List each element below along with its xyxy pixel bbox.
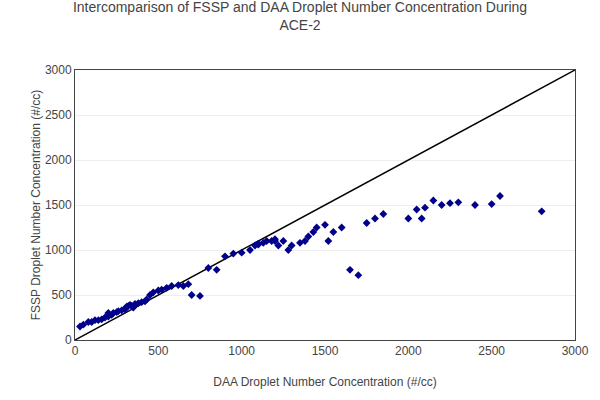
svg-text:500: 500 bbox=[148, 344, 168, 358]
svg-text:3000: 3000 bbox=[562, 344, 589, 358]
svg-text:0: 0 bbox=[65, 333, 72, 347]
svg-text:3000: 3000 bbox=[45, 63, 72, 77]
svg-text:1000: 1000 bbox=[228, 344, 255, 358]
svg-text:1000: 1000 bbox=[45, 243, 72, 257]
svg-text:2500: 2500 bbox=[45, 108, 72, 122]
svg-text:FSSP Droplet Number Concentrat: FSSP Droplet Number Concentration (#/cc) bbox=[29, 90, 43, 321]
svg-text:1500: 1500 bbox=[45, 198, 72, 212]
svg-text:2500: 2500 bbox=[478, 344, 505, 358]
svg-text:2000: 2000 bbox=[45, 153, 72, 167]
svg-text:500: 500 bbox=[52, 288, 72, 302]
svg-text:1500: 1500 bbox=[312, 344, 339, 358]
svg-text:DAA Droplet Number Concentrati: DAA Droplet Number Concentration (#/cc) bbox=[213, 375, 436, 389]
svg-text:0: 0 bbox=[72, 344, 79, 358]
svg-text:2000: 2000 bbox=[395, 344, 422, 358]
svg-text:Intercomparison of FSSP and DA: Intercomparison of FSSP and DAA Droplet … bbox=[73, 0, 527, 33]
